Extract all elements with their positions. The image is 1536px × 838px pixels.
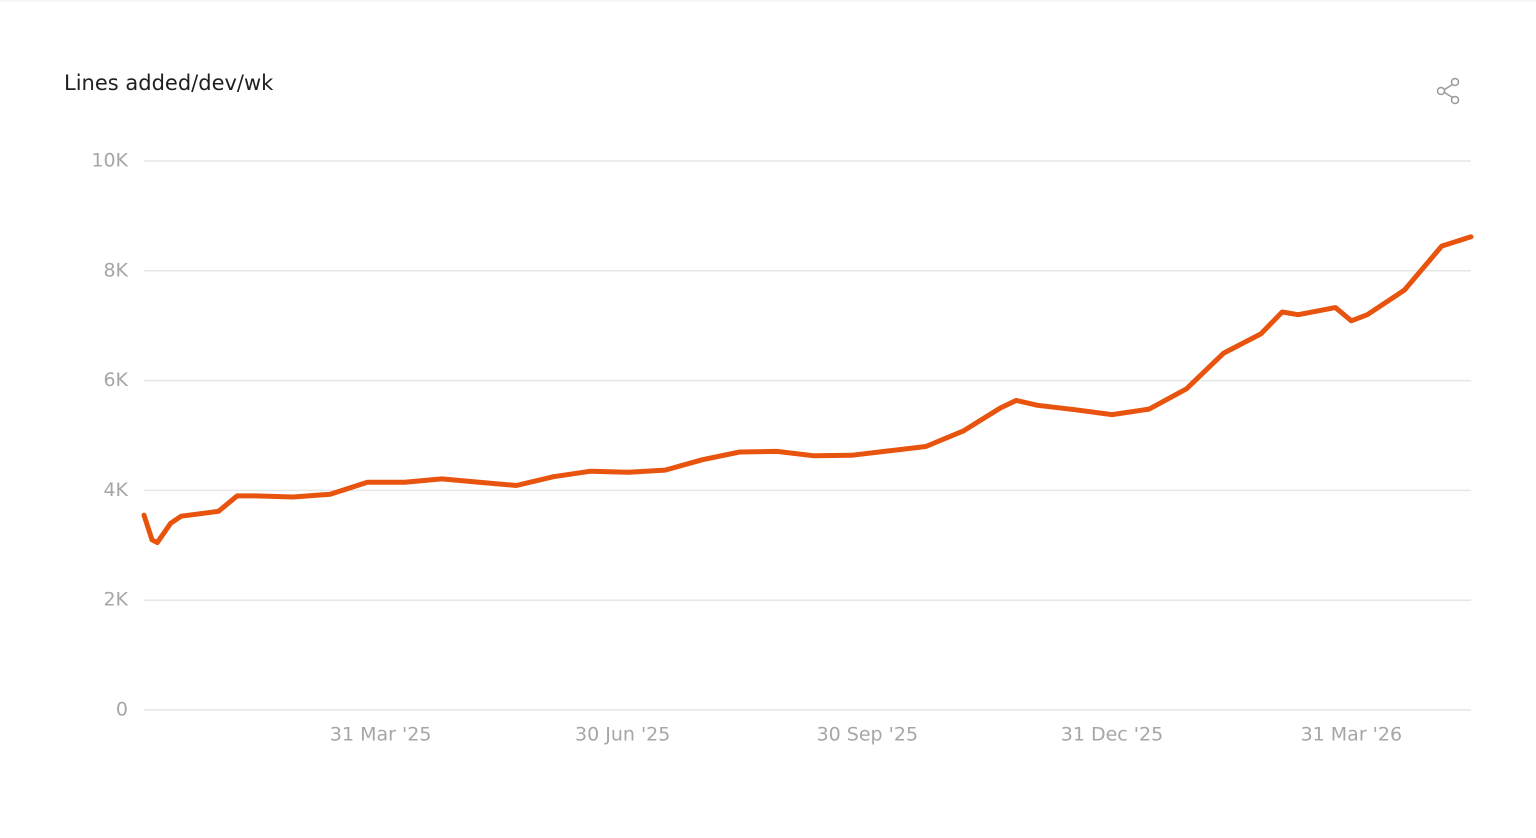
y-tick-label: 8K xyxy=(103,259,128,281)
y-tick-label: 0 xyxy=(116,699,128,721)
share-icon[interactable] xyxy=(1436,77,1460,105)
chart-title: Lines added/dev/wk xyxy=(64,71,274,95)
y-tick-label: 6K xyxy=(103,369,128,391)
x-tick-label: 31 Mar '26 xyxy=(1301,724,1403,746)
x-tick-label: 30 Sep '25 xyxy=(817,724,918,746)
x-tick-label: 30 Jun '25 xyxy=(575,724,670,746)
y-tick-label: 10K xyxy=(91,150,128,172)
x-tick-label: 31 Mar '25 xyxy=(330,724,432,746)
x-tick-label: 31 Dec '25 xyxy=(1061,724,1163,746)
y-tick-label: 2K xyxy=(103,589,128,611)
data-line xyxy=(141,234,1474,546)
y-tick-label: 4K xyxy=(103,479,128,501)
